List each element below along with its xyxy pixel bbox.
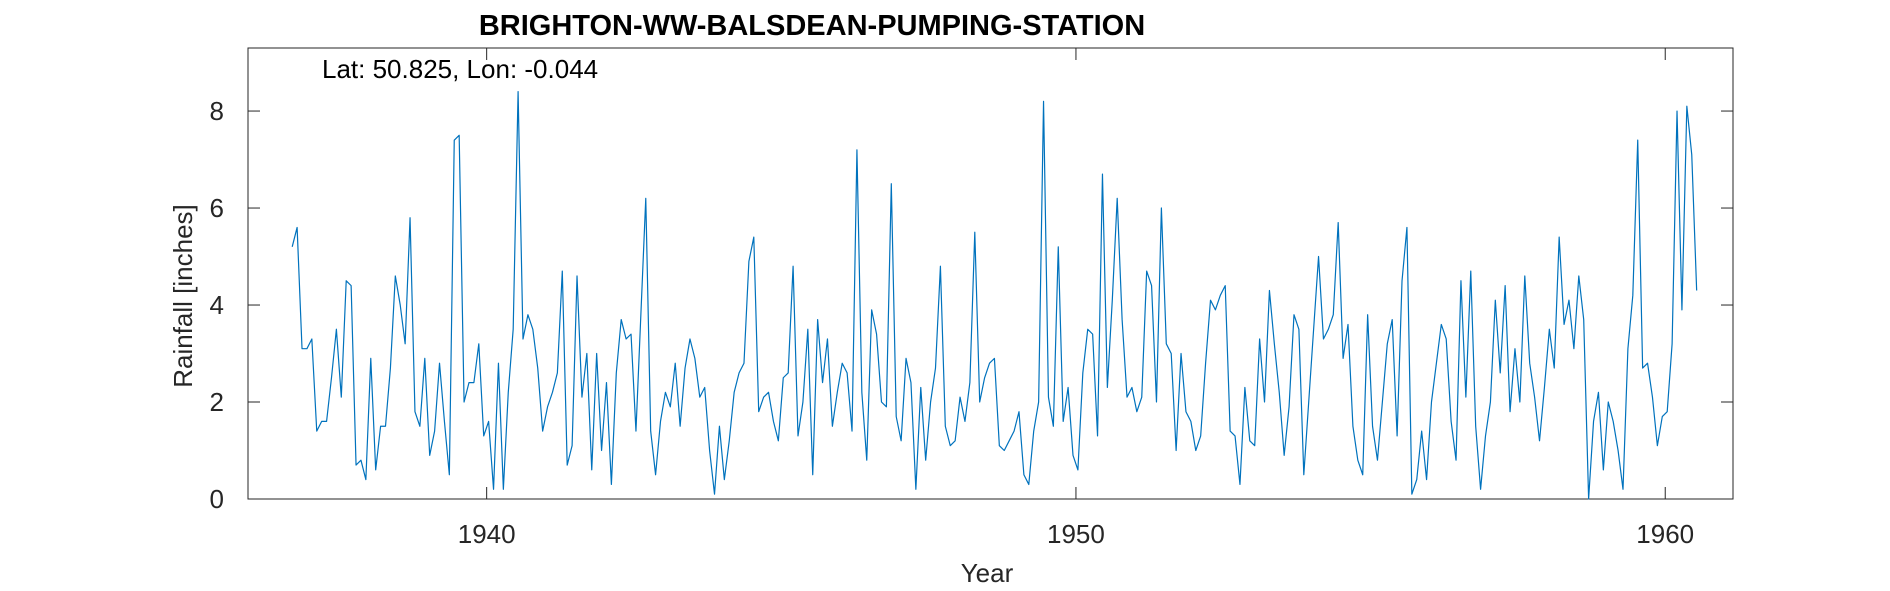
series-layer (291, 91, 1698, 500)
y-tick-label: 8 (210, 96, 224, 126)
y-tick-label: 2 (210, 387, 224, 417)
y-tick-label: 4 (210, 290, 224, 320)
x-tick-label: 1940 (458, 519, 516, 549)
chart-title: BRIGHTON-WW-BALSDEAN-PUMPING-STATION (479, 10, 1145, 42)
location-annotation: Lat: 50.825, Lon: -0.044 (322, 54, 598, 84)
y-tick-label: 6 (210, 193, 224, 223)
x-axis-label: Year (961, 558, 1014, 588)
x-tick-label: 1950 (1047, 519, 1105, 549)
x-tick-label: 1960 (1636, 519, 1694, 549)
y-axis-label: Rainfall [inches] (168, 204, 198, 388)
ticks-layer: 1940 1950 1960 0 2 4 6 8 (210, 48, 1733, 549)
rainfall-series-line (291, 91, 1698, 500)
plot-frame (247, 47, 1734, 500)
y-tick-label: 0 (210, 484, 224, 514)
